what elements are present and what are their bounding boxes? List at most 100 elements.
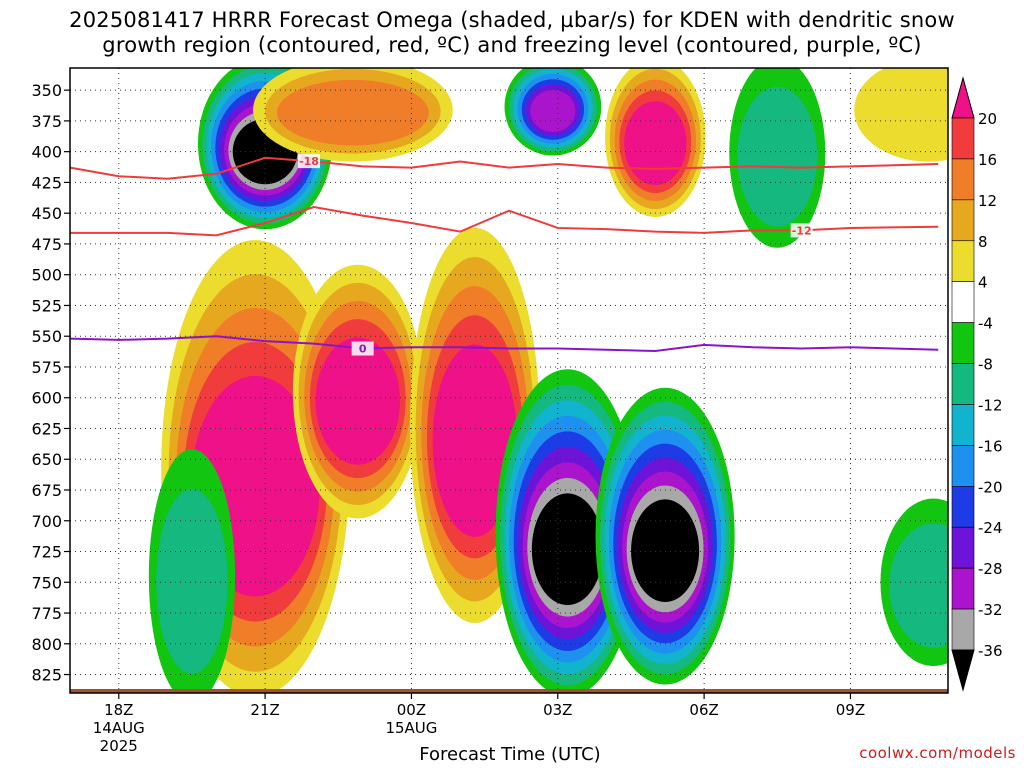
ground-strip — [70, 689, 948, 693]
freezing-level-contour-line — [69, 335, 939, 352]
y-tick-label-500: 500 — [31, 266, 62, 285]
omega-cell-8-level-10 — [639, 527, 691, 582]
x-tick-label-00Z: 00Z — [397, 701, 426, 719]
omega-cell-5 — [605, 68, 706, 218]
x-tick-label-06Z: 06Z — [689, 701, 718, 719]
colorbar-tick-2: 12 — [978, 192, 997, 210]
dgz-contour-1-label-bg — [790, 223, 813, 238]
omega-cell-4 — [253, 68, 453, 162]
omega-cell-11-level-2 — [163, 528, 221, 645]
omega-cell-6-level-7 — [534, 95, 572, 129]
y-tick-label-475: 475 — [31, 235, 62, 254]
dgz-contour-0-line — [69, 156, 939, 180]
freezing-level-contour-label: 0 — [359, 343, 367, 356]
y-tick-label-775: 775 — [31, 604, 62, 623]
colorbar-tick-10: -24 — [978, 519, 1003, 537]
colorbar-bottom-arrow — [951, 649, 975, 692]
y-tick-label-550: 550 — [31, 327, 62, 346]
omega-cell-2 — [292, 264, 423, 519]
colorbar-tick-13: -36 — [978, 642, 1003, 660]
y-tick-label-825: 825 — [31, 666, 62, 685]
chart-title: 2025081417 HRRR Forecast Omega (shaded, … — [0, 8, 1024, 58]
omega-field — [148, 68, 948, 693]
omega-cell-12 — [854, 68, 948, 162]
dgz-contour-0-label-bg — [298, 154, 321, 169]
y-tick-label-425: 425 — [31, 173, 62, 192]
y-tick-label-575: 575 — [31, 358, 62, 377]
colorbar-tick-5: -4 — [978, 315, 993, 333]
credit-link[interactable]: coolwx.com/models — [859, 744, 1016, 762]
colorbar-level-9 — [951, 445, 975, 487]
colorbar-tick-4: 4 — [978, 274, 988, 292]
omega-cell-9 — [729, 68, 826, 248]
colorbar-top-arrow — [951, 76, 975, 119]
colorbar-tick-1: 16 — [978, 151, 997, 169]
freezing-level-contour: 0 — [69, 335, 939, 356]
colorbar-tick-8: -16 — [978, 437, 1003, 455]
title-line-1: 2025081417 HRRR Forecast Omega (shaded, … — [69, 8, 955, 32]
x-tick-sublabel-18Z-1: 2025 — [100, 737, 138, 755]
x-tick-label-09Z: 09Z — [836, 701, 865, 719]
y-tick-label-750: 750 — [31, 573, 62, 592]
y-tick-label-350: 350 — [31, 81, 62, 100]
omega-cell-5-level-6 — [633, 122, 677, 170]
omega-cell-9-level-2 — [745, 115, 809, 206]
x-tick-label-21Z: 21Z — [250, 701, 279, 719]
y-tick-label-675: 675 — [31, 481, 62, 500]
y-tick-label-650: 650 — [31, 450, 62, 469]
colorbar-level-12 — [951, 567, 975, 610]
colorbar-tick-3: 8 — [978, 233, 988, 251]
freezing-level-contour-label-bg — [351, 341, 374, 356]
y-tick-label-600: 600 — [31, 389, 62, 408]
colorbar-level-2 — [951, 158, 975, 201]
omega-cell-2-level-6 — [326, 373, 389, 438]
x-tick-label-03Z: 03Z — [543, 701, 572, 719]
x-tick-sublabel-00Z-0: 15AUG — [385, 719, 437, 737]
omega-cell-8 — [595, 387, 735, 685]
colorbar-level-6 — [951, 322, 975, 364]
colorbar-level-4 — [951, 240, 975, 282]
y-tick-label-725: 725 — [31, 543, 62, 562]
dgz-contour-1-line — [70, 205, 939, 237]
colorbar-level-11 — [951, 526, 975, 569]
omega-cell-10-level-2 — [898, 548, 948, 630]
colorbar-level-1 — [951, 117, 975, 160]
dgz-contour-1: -12 — [70, 205, 939, 238]
colorbar-tick-11: -28 — [978, 560, 1003, 578]
dgz-contour-1-label: -12 — [792, 224, 812, 237]
dgz-contour-0: -18 — [69, 154, 939, 180]
colorbar-level-10 — [951, 486, 975, 528]
omega-cell-4-level-3 — [289, 90, 417, 138]
colorbar-level-5 — [951, 281, 975, 323]
colorbar-tick-7: -12 — [978, 396, 1003, 414]
colorbar: 20 16 12 8 4 -4 -8 -12 -16 -20 -24 -28 -32 -36 — [951, 76, 1003, 692]
y-tick-label-400: 400 — [31, 143, 62, 162]
y-tick-label-800: 800 — [31, 635, 62, 654]
omega-cell-11 — [148, 449, 236, 693]
colorbar-tick-6: -8 — [978, 356, 993, 374]
y-tick-label-375: 375 — [31, 112, 62, 131]
omega-cell-6 — [504, 68, 602, 156]
colorbar-tick-12: -32 — [978, 601, 1003, 619]
omega-cell-12-level-1 — [870, 78, 948, 147]
y-tick-label-450: 450 — [31, 204, 62, 223]
colorbar-tick-9: -20 — [978, 478, 1003, 496]
plot-frame — [69, 67, 949, 694]
colorbar-level-7 — [951, 363, 975, 405]
omega-cell-3-level-6 — [443, 402, 506, 494]
y-axis: 350 375 400 425 450 475 500 525 550 575 600 625 650 6… — [31, 81, 70, 685]
omega-cell-7 — [495, 369, 640, 693]
y-tick-label-625: 625 — [31, 419, 62, 438]
grid-lines — [70, 68, 948, 693]
omega-cell-7-level-10 — [540, 524, 595, 583]
x-tick-sublabel-18Z-0: 14AUG — [93, 719, 145, 737]
title-line-2: growth region (contoured, red, ºC) and f… — [102, 33, 922, 57]
colorbar-level-13 — [951, 608, 975, 651]
dgz-contour-0-label: -18 — [299, 155, 319, 168]
omega-cell-10 — [880, 498, 948, 667]
colorbar-level-3 — [951, 199, 975, 242]
y-tick-label-525: 525 — [31, 296, 62, 315]
colorbar-level-8 — [951, 404, 975, 446]
